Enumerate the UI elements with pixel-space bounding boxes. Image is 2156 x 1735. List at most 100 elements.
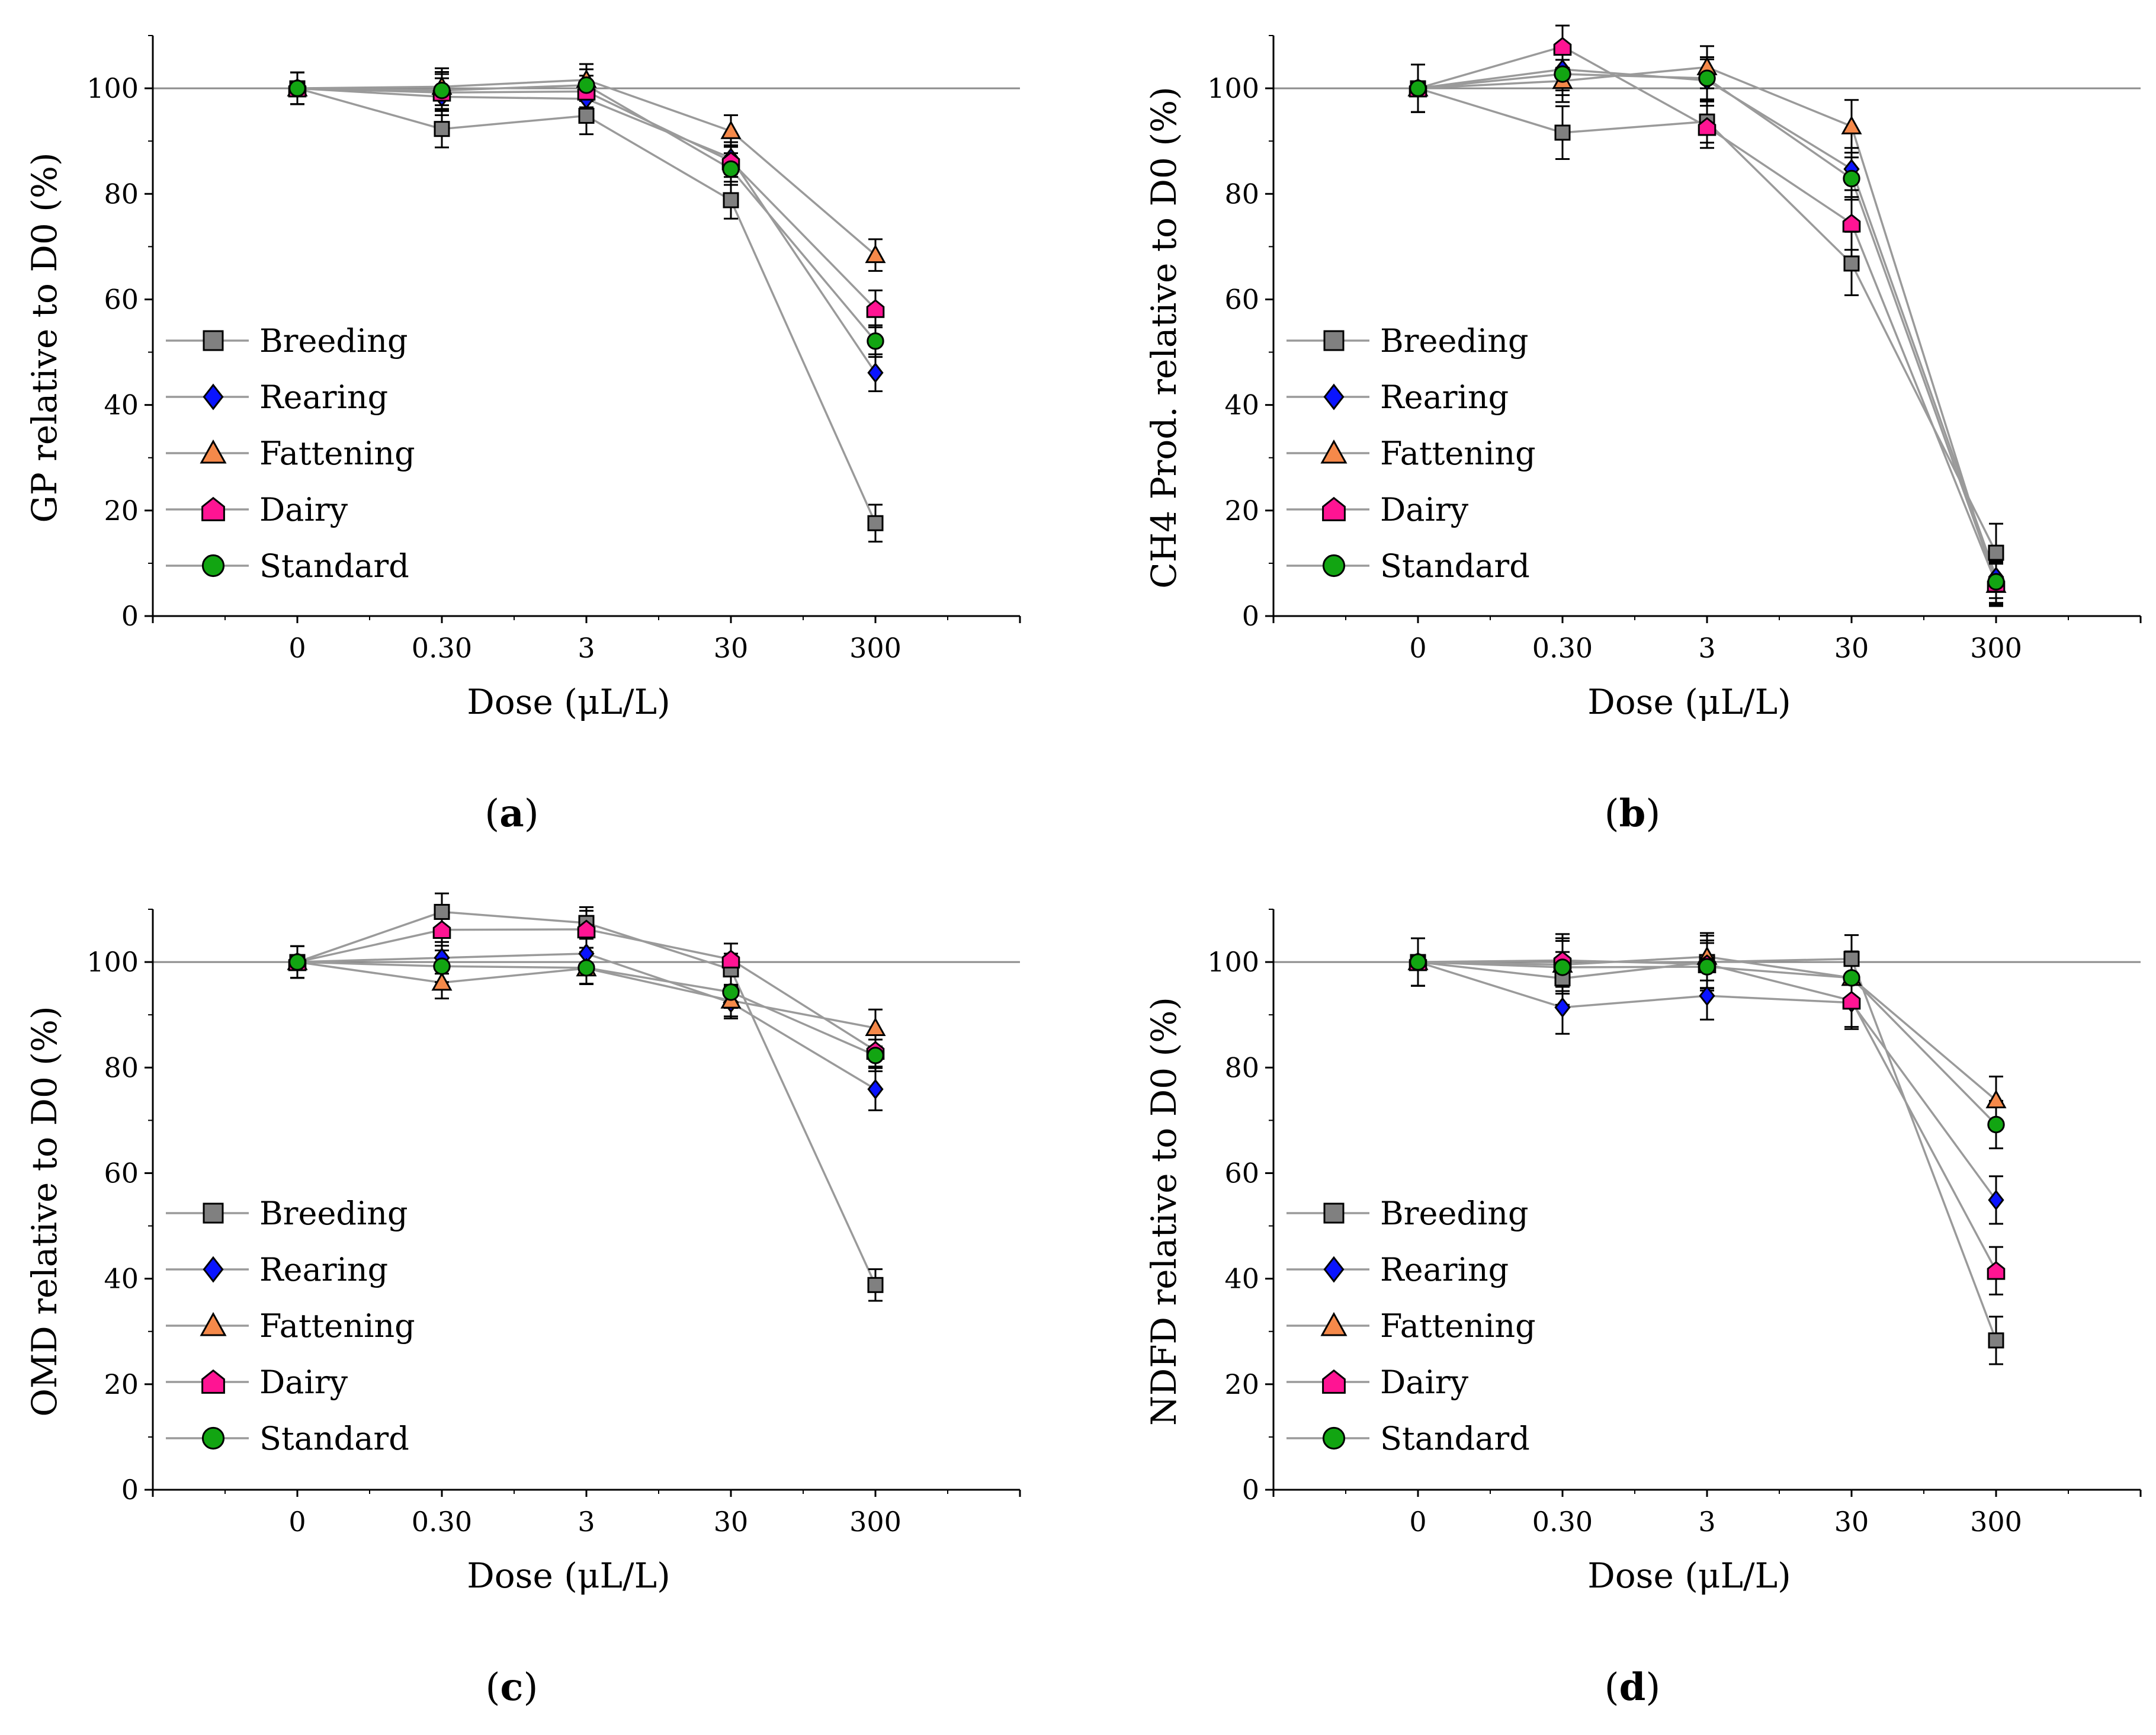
y-tick-label: 40: [1224, 1263, 1259, 1295]
data-point-dairy: [1698, 117, 1717, 136]
data-point-dairy: [432, 920, 451, 939]
x-tick-label: 0.30: [1532, 632, 1593, 664]
pentagon-icon: [201, 1369, 225, 1394]
y-tick-label: 20: [1224, 1368, 1259, 1400]
chart-panel-a: 0 20 40 60 80 100 0 0.30 3 30 300 Dose (μL/L) GP rel…: [24, 35, 1021, 836]
data-point-breeding: [1843, 255, 1860, 272]
data-point-dairy: [1553, 37, 1572, 56]
legend-label-breeding: Breeding: [1380, 322, 1529, 360]
data-point-rearing: [867, 1079, 884, 1100]
data-point-breeding: [723, 192, 739, 209]
legend-label-breeding: Breeding: [259, 1195, 408, 1232]
y-axis-label: NDFD relative to D0 (%): [1144, 997, 1184, 1426]
legend: Breeding Rearing Fattening Dairy Standard: [166, 1195, 415, 1457]
data-point-fattening: [1985, 1089, 2007, 1109]
x-tick-label: 300: [1970, 1506, 2022, 1538]
diamond-icon: [1323, 383, 1345, 411]
y-tick-label: 80: [104, 1051, 139, 1083]
triangle-icon: [200, 1311, 227, 1336]
y-axis-label: OMD relative to D0 (%): [24, 1006, 65, 1416]
data-point-breeding: [578, 107, 595, 124]
y-tick-label: 80: [1224, 1051, 1259, 1083]
data-point-standard: [1698, 958, 1716, 976]
triangle-icon: [1320, 1311, 1348, 1336]
x-tick-label: 30: [714, 632, 749, 664]
data-point-standard: [288, 953, 306, 971]
y-tick-label: 80: [104, 178, 139, 210]
data-point-dairy: [1842, 990, 1861, 1010]
data-point-standard: [1843, 169, 1860, 188]
legend-label-dairy: Dairy: [259, 1364, 348, 1401]
x-tick-label: 0: [288, 632, 306, 664]
panel-label: (c): [486, 1665, 538, 1710]
data-point-standard: [867, 1047, 884, 1064]
data-point-fattening: [720, 120, 742, 139]
data-point-standard: [1554, 958, 1571, 976]
data-point-breeding: [1843, 951, 1860, 967]
data-point-breeding: [1988, 1332, 2004, 1349]
chart-panel-c: 0 20 40 60 80 100 0 0.30 3 30 300 Dose (μL/L) OMD re…: [24, 892, 1021, 1710]
data-point-dairy: [577, 919, 596, 939]
y-tick-label: 0: [121, 600, 139, 632]
y-tick-label: 100: [86, 72, 139, 104]
y-tick-label: 40: [104, 389, 139, 421]
y-tick-label: 100: [86, 946, 139, 978]
data-point-rearing: [1699, 985, 1715, 1006]
x-tick-label: 300: [1970, 632, 2022, 664]
x-tick-label: 30: [714, 1506, 749, 1538]
x-tick-label: 0.30: [412, 1506, 472, 1538]
square-icon: [1323, 330, 1345, 351]
legend-label-standard: Standard: [1380, 1420, 1530, 1457]
data-point-standard: [433, 81, 451, 100]
data-point-standard: [1554, 65, 1571, 83]
pentagon-icon: [201, 496, 225, 521]
chart-panel-d: 0 20 40 60 80 100 0 0.30 3 30 300 Dose (μL/L) NDFD r…: [1144, 909, 2142, 1710]
triangle-icon: [1320, 439, 1348, 464]
data-point-fattening: [865, 1017, 886, 1036]
x-tick-label: 0.30: [412, 632, 472, 664]
data-point-dairy: [1842, 213, 1861, 233]
data-point-fattening: [1841, 116, 1862, 134]
y-tick-label: 60: [1224, 1157, 1259, 1189]
data-point-standard: [578, 959, 595, 977]
data-point-standard: [722, 983, 740, 1001]
diamond-icon: [203, 1256, 224, 1283]
data-point-standard: [867, 332, 884, 350]
data-point-dairy: [866, 299, 885, 318]
x-axis-label: Dose (μL/L): [467, 1556, 670, 1596]
legend-label-rearing: Rearing: [259, 1251, 388, 1288]
y-tick-label: 40: [104, 1263, 139, 1295]
data-point-breeding: [1554, 124, 1571, 141]
data-point-breeding: [867, 1277, 884, 1293]
y-tick-label: 60: [1224, 283, 1259, 315]
y-tick-label: 100: [1207, 946, 1259, 978]
legend-label-standard: Standard: [259, 1420, 409, 1457]
legend-label-fattening: Fattening: [259, 1307, 415, 1345]
data-point-standard: [1987, 573, 2005, 591]
data-point-dairy: [1987, 1261, 2006, 1280]
data-point-dairy: [721, 950, 740, 968]
data-point-breeding: [867, 515, 884, 531]
legend-label-breeding: Breeding: [259, 322, 408, 360]
x-tick-label: 30: [1834, 632, 1869, 664]
y-tick-label: 100: [1207, 72, 1259, 104]
diamond-icon: [203, 383, 224, 411]
panel-label: (b): [1605, 791, 1661, 836]
data-point-standard: [722, 160, 740, 178]
y-tick-label: 20: [1224, 495, 1259, 527]
square-icon: [203, 1202, 224, 1224]
x-tick-label: 0: [1409, 1506, 1426, 1538]
x-tick-label: 300: [849, 1506, 901, 1538]
data-point-standard: [1987, 1115, 2005, 1134]
data-point-standard: [433, 957, 451, 975]
data-point-rearing: [867, 362, 884, 383]
data-point-standard: [578, 76, 595, 94]
panel-label: (a): [485, 791, 538, 836]
chart-panel-b: 0 20 40 60 80 100 0 0.30 3 30 300 Dose (μL/L) CH4 Pr…: [1144, 24, 2142, 836]
legend-label-standard: Standard: [1380, 547, 1530, 585]
data-point-breeding: [434, 121, 450, 137]
data-point-rearing: [1554, 997, 1571, 1018]
circle-icon: [1322, 554, 1346, 578]
x-tick-label: 3: [578, 632, 595, 664]
